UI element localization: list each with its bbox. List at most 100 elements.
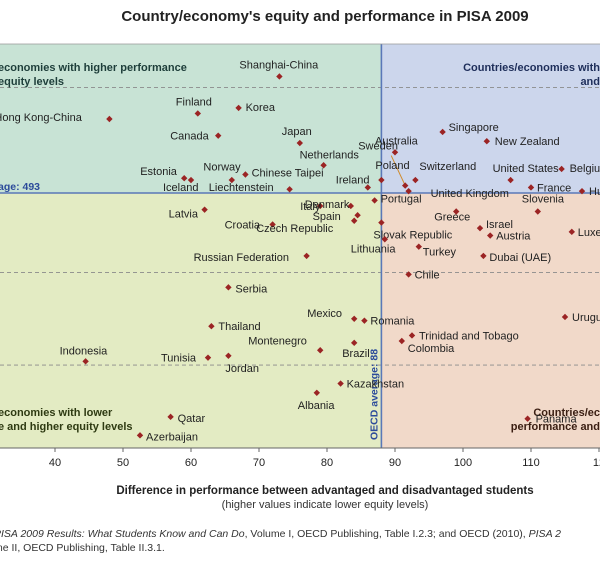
data-point: [561, 313, 569, 321]
data-point-label: Mexico: [307, 308, 342, 320]
data-point: [378, 219, 385, 226]
data-point-label: Sweden: [358, 141, 398, 153]
quadrant-label-bottom-left: economies with lower: [0, 407, 113, 419]
data-point: [527, 184, 535, 191]
data-point: [317, 347, 324, 354]
source-line-2: me II, OECD Publishing, Table II.3.1.: [0, 542, 165, 554]
data-point-label: Belgium: [570, 163, 600, 175]
data-point: [415, 243, 422, 250]
x-tick-label: 60: [185, 457, 197, 469]
data-point-label: Shanghai-China: [239, 59, 319, 71]
data-point: [317, 202, 324, 210]
oecd-average-y-label: age: 493: [0, 181, 40, 193]
data-point-label: Austria: [496, 231, 531, 243]
x-tick-label: 110: [522, 457, 540, 469]
data-point-label: Colombia: [408, 343, 455, 355]
data-point: [381, 236, 388, 243]
data-point: [351, 315, 358, 322]
data-point-label: Latvia: [169, 209, 199, 221]
data-point-label: Azerbaijan: [146, 431, 198, 443]
data-point: [412, 176, 419, 184]
data-point: [82, 358, 89, 365]
data-point-label: Netherlands: [300, 149, 360, 161]
data-point-label: Italy: [300, 201, 321, 213]
data-point: [208, 323, 215, 330]
data-point-label: Czech Republic: [256, 223, 334, 235]
data-point-label: Montenegro: [248, 335, 307, 347]
data-point-label: Chinese Taipei: [252, 167, 324, 179]
data-point: [507, 176, 514, 184]
oecd-average-x-label: OECD average: 88: [368, 349, 380, 440]
data-point: [364, 184, 371, 191]
data-point-label: Uruguay: [572, 312, 600, 324]
quadrant-label-top-right: and: [580, 76, 600, 88]
data-point: [347, 202, 354, 210]
data-point-label: Croatia: [225, 219, 261, 231]
data-point-label: Finland: [176, 96, 212, 108]
data-point-label: Tunisia: [161, 353, 197, 365]
data-point-label: Trinidad and Tobago: [419, 330, 519, 342]
data-point: [378, 176, 385, 184]
data-point: [296, 139, 303, 147]
x-tick-label: 12: [593, 457, 600, 469]
data-point-label: Slovak Republic: [373, 230, 452, 242]
data-point: [136, 432, 144, 439]
data-point-label: Qatar: [178, 413, 206, 425]
source-title-2: PISA 2: [528, 528, 561, 540]
source-title: PISA 2009 Results: What Students Know an…: [0, 528, 245, 540]
data-point-label: Ireland: [336, 174, 370, 186]
quadrant-label-bottom-right: performance and: [511, 421, 600, 433]
data-point-label: Liechtenstein: [209, 182, 274, 194]
data-point: [167, 413, 174, 421]
data-point: [391, 149, 399, 156]
data-point: [181, 175, 188, 182]
quadrant-label-top-left: economies with higher performance: [0, 62, 187, 74]
data-point: [351, 217, 358, 224]
quadrant-label-bottom-left: e and higher equity levels: [0, 421, 133, 433]
source-text: , Volume I, OECD Publishing, Table I.2.3…: [244, 528, 529, 540]
quadrant-label-top-left: equity levels: [0, 76, 64, 88]
chart-title: Country/economy's equity and performance…: [121, 8, 529, 25]
data-point-label: Switzerland: [419, 161, 476, 173]
x-tick-label: 100: [454, 457, 472, 469]
data-point: [405, 271, 412, 278]
data-point-label: United Kingdom: [431, 188, 509, 200]
data-point: [215, 132, 222, 139]
data-point: [453, 208, 460, 215]
leader-line: [390, 155, 406, 186]
data-point-label: Greece: [434, 212, 470, 224]
data-point: [320, 162, 327, 169]
data-point: [480, 252, 487, 260]
data-point-label: Spain: [313, 211, 341, 223]
data-point-label: Luxembourg: [578, 227, 600, 239]
x-tick-label: 40: [49, 457, 61, 469]
quadrant-bottom-left: [0, 193, 382, 448]
data-point: [204, 354, 212, 361]
source-note: PISA 2009 Results: What Students Know an…: [0, 527, 600, 555]
quadrant-top-left: [0, 44, 382, 193]
data-point: [225, 284, 232, 291]
data-point: [235, 104, 242, 112]
data-point-label: Singapore: [449, 122, 499, 134]
x-tick-label: 50: [117, 457, 129, 469]
data-point: [276, 73, 283, 80]
data-point-label: Korea: [246, 102, 276, 114]
data-point: [269, 221, 276, 228]
data-point-label: Albania: [298, 400, 336, 412]
data-point: [402, 182, 409, 189]
data-point-label: Israel: [486, 219, 513, 231]
data-point-label: Brazil: [342, 348, 370, 360]
data-point: [476, 224, 484, 232]
data-point-label: Dubai (UAE): [489, 252, 551, 264]
data-point-label: Panama: [536, 414, 578, 426]
data-point: [242, 171, 249, 178]
data-point-label: Chile: [415, 269, 440, 281]
quadrant-label-bottom-right: Countries/ec: [533, 407, 600, 419]
data-point: [351, 339, 358, 347]
data-point-label: Turkey: [423, 247, 457, 259]
data-point-label: New Zealand: [495, 136, 560, 148]
data-point: [187, 176, 195, 184]
quadrant-label-top-right: Countries/economies with: [463, 62, 600, 74]
x-tick-label: 70: [253, 457, 265, 469]
data-point: [337, 380, 344, 387]
